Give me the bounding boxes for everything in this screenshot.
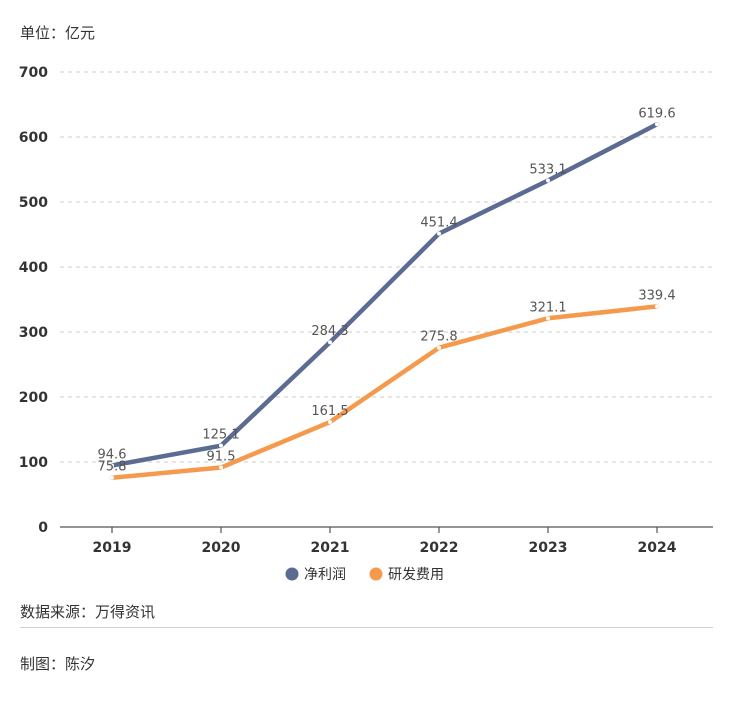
data-point	[437, 231, 441, 236]
data-point	[655, 122, 659, 127]
data-label: 321.1	[529, 300, 566, 315]
data-source: 数据来源：万得资讯	[20, 603, 156, 621]
series-line-2	[109, 304, 660, 480]
data-label: 125.1	[202, 428, 239, 443]
series-line-1	[109, 122, 660, 468]
data-label: 161.5	[311, 404, 348, 419]
data-label: 451.4	[420, 216, 457, 231]
data-label: 91.5	[207, 450, 236, 465]
data-point	[219, 465, 223, 470]
y-tick-label: 500	[19, 195, 48, 211]
gridlines	[60, 71, 713, 463]
x-tick-label: 2023	[529, 540, 568, 556]
data-label: 284.3	[311, 324, 348, 339]
data-point	[437, 345, 441, 350]
chart-credit: 制图：陈汐	[20, 655, 96, 673]
x-tick-label: 2021	[311, 540, 350, 556]
y-tick-label: 600	[19, 130, 48, 146]
x-tick-label: 2024	[638, 540, 677, 556]
data-point	[219, 443, 223, 448]
divider	[20, 627, 713, 628]
data-point	[655, 304, 659, 309]
data-point	[110, 463, 114, 468]
y-tick-label: 700	[19, 65, 48, 81]
legend: 净利润 研发费用	[285, 567, 444, 583]
y-axis-ticks: 0 100 200 300 400 500 600 700	[19, 65, 48, 536]
y-tick-label: 100	[19, 455, 48, 471]
y-tick-label: 300	[19, 325, 48, 341]
x-tick-label: 2020	[202, 540, 241, 556]
legend-label: 研发费用	[388, 567, 444, 583]
data-point	[546, 316, 550, 321]
series	[109, 122, 660, 480]
x-tick-label: 2022	[420, 540, 459, 556]
unit-label: 单位：亿元	[20, 24, 96, 42]
legend-label: 净利润	[304, 567, 346, 583]
data-point	[328, 420, 332, 425]
legend-marker	[285, 567, 299, 581]
y-tick-label: 0	[38, 520, 48, 536]
data-labels: 94.6 125.1 284.3 451.4 533.1 619.6 75.8 91.5 161…	[98, 106, 676, 474]
data-point	[328, 340, 332, 345]
data-label: 75.8	[98, 460, 127, 475]
data-label: 619.6	[638, 106, 675, 121]
data-point	[546, 178, 550, 183]
data-point	[110, 475, 114, 480]
data-label: 533.1	[529, 162, 566, 177]
legend-marker	[369, 567, 383, 581]
y-tick-label: 200	[19, 390, 48, 406]
data-label: 94.6	[98, 448, 127, 463]
x-axis-ticks: 2019 2020 2021 2022 2023 2024	[93, 527, 677, 556]
data-label: 275.8	[420, 330, 457, 345]
data-label: 339.4	[638, 288, 675, 303]
x-tick-label: 2019	[93, 540, 132, 556]
y-tick-label: 400	[19, 260, 48, 276]
